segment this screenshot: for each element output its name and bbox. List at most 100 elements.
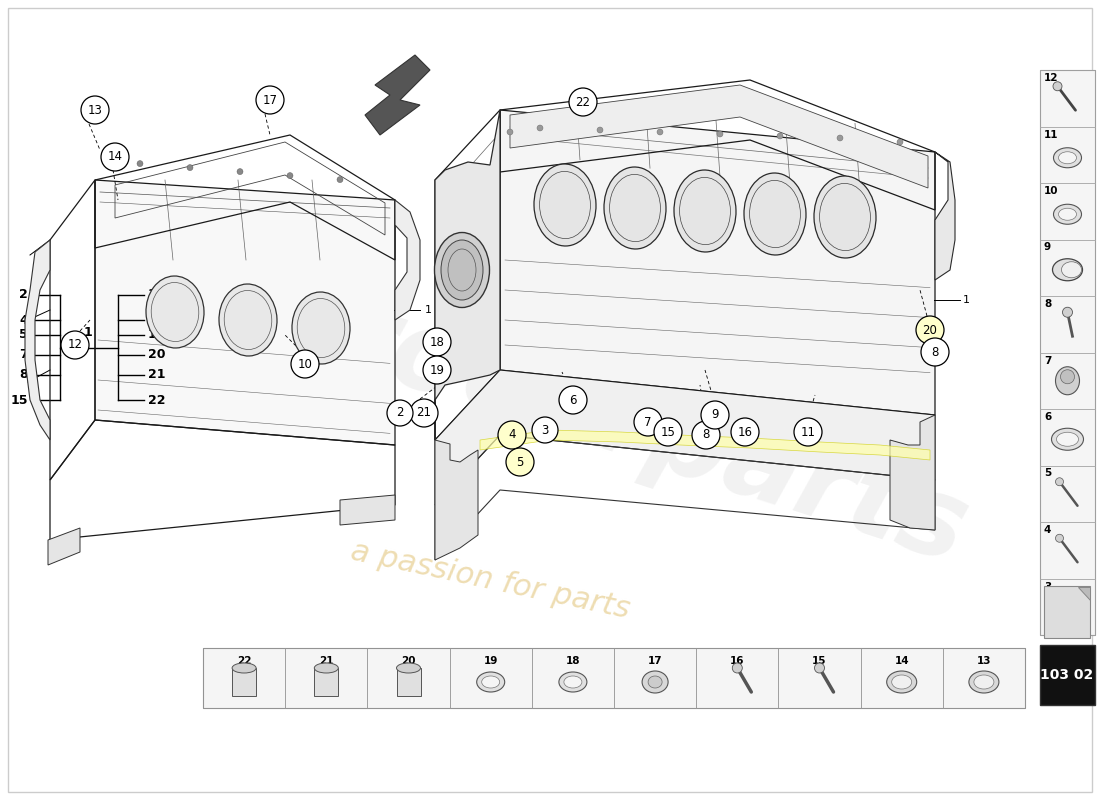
Text: 4: 4 xyxy=(20,314,28,326)
Text: 20: 20 xyxy=(402,656,416,666)
Text: 16: 16 xyxy=(730,656,745,666)
Text: 13: 13 xyxy=(977,656,991,666)
Ellipse shape xyxy=(1056,366,1079,394)
Text: 21: 21 xyxy=(319,656,333,666)
Text: 19: 19 xyxy=(429,363,444,377)
Circle shape xyxy=(387,400,412,426)
Polygon shape xyxy=(935,152,955,280)
Text: 14: 14 xyxy=(894,656,909,666)
Ellipse shape xyxy=(1052,428,1084,450)
Bar xyxy=(779,648,860,708)
Bar xyxy=(1040,645,1094,705)
Text: 8: 8 xyxy=(932,346,938,358)
Bar xyxy=(367,648,450,708)
Ellipse shape xyxy=(1056,432,1078,446)
Circle shape xyxy=(498,421,526,449)
Circle shape xyxy=(506,448,534,476)
Ellipse shape xyxy=(564,676,582,688)
Bar xyxy=(1040,578,1094,635)
Ellipse shape xyxy=(396,663,420,673)
Bar xyxy=(614,648,696,708)
Bar xyxy=(1040,296,1094,353)
Text: 11: 11 xyxy=(801,426,815,438)
Circle shape xyxy=(1053,82,1062,90)
Text: 14: 14 xyxy=(108,150,122,163)
Text: 15: 15 xyxy=(11,394,28,406)
Circle shape xyxy=(1063,307,1072,318)
Ellipse shape xyxy=(974,675,994,689)
Ellipse shape xyxy=(744,173,806,255)
Text: 15: 15 xyxy=(661,426,675,438)
Bar xyxy=(450,648,531,708)
Polygon shape xyxy=(340,495,395,525)
Circle shape xyxy=(654,418,682,446)
Ellipse shape xyxy=(1053,258,1082,281)
Circle shape xyxy=(507,129,513,135)
Bar xyxy=(1040,70,1094,126)
Ellipse shape xyxy=(969,671,999,693)
Circle shape xyxy=(410,399,438,427)
Polygon shape xyxy=(500,110,935,415)
Bar xyxy=(396,668,420,696)
Circle shape xyxy=(1056,534,1064,542)
Circle shape xyxy=(732,418,759,446)
Text: 22: 22 xyxy=(575,95,591,109)
Bar xyxy=(232,668,256,696)
Text: 20: 20 xyxy=(148,349,165,362)
Text: 2: 2 xyxy=(396,406,404,419)
Bar xyxy=(531,648,614,708)
Text: 5: 5 xyxy=(1044,469,1052,478)
Ellipse shape xyxy=(292,292,350,364)
Text: 103 02: 103 02 xyxy=(1041,668,1093,682)
Text: 11: 11 xyxy=(1044,130,1058,139)
Polygon shape xyxy=(25,240,50,440)
Circle shape xyxy=(717,131,723,137)
Circle shape xyxy=(657,129,663,135)
Ellipse shape xyxy=(648,676,662,688)
Circle shape xyxy=(597,127,603,133)
Ellipse shape xyxy=(1054,204,1081,224)
Ellipse shape xyxy=(604,167,666,249)
Ellipse shape xyxy=(434,233,490,307)
Ellipse shape xyxy=(219,284,277,356)
Circle shape xyxy=(256,86,284,114)
Circle shape xyxy=(634,408,662,436)
Circle shape xyxy=(1060,370,1075,384)
Ellipse shape xyxy=(887,671,916,693)
Ellipse shape xyxy=(315,663,339,673)
Bar xyxy=(204,648,1025,708)
Bar xyxy=(1040,126,1094,183)
Text: 12: 12 xyxy=(1044,73,1058,83)
Ellipse shape xyxy=(1058,152,1077,164)
Ellipse shape xyxy=(1058,208,1077,220)
Circle shape xyxy=(292,350,319,378)
Text: 8: 8 xyxy=(20,369,28,382)
Polygon shape xyxy=(434,370,935,505)
Ellipse shape xyxy=(482,676,499,688)
Circle shape xyxy=(60,331,89,359)
Polygon shape xyxy=(365,55,430,135)
Text: 15: 15 xyxy=(812,656,827,666)
Text: 1: 1 xyxy=(84,326,92,339)
Text: 21: 21 xyxy=(148,369,165,382)
Circle shape xyxy=(1056,478,1064,486)
Text: 4: 4 xyxy=(508,429,516,442)
Bar xyxy=(1040,183,1094,239)
Text: 21: 21 xyxy=(417,406,431,419)
Ellipse shape xyxy=(674,170,736,252)
Polygon shape xyxy=(510,85,928,188)
Polygon shape xyxy=(395,200,420,320)
Bar xyxy=(943,648,1025,708)
Ellipse shape xyxy=(1062,262,1081,278)
Text: 19: 19 xyxy=(484,656,498,666)
Text: a passion for parts: a passion for parts xyxy=(348,536,632,624)
Ellipse shape xyxy=(476,672,505,692)
Polygon shape xyxy=(434,110,500,440)
Text: 20: 20 xyxy=(923,323,937,337)
Circle shape xyxy=(337,177,343,182)
Text: 1: 1 xyxy=(962,295,970,305)
Text: 10: 10 xyxy=(1044,186,1058,196)
Text: 6: 6 xyxy=(570,394,576,406)
Text: 5: 5 xyxy=(516,455,524,469)
Circle shape xyxy=(101,143,129,171)
